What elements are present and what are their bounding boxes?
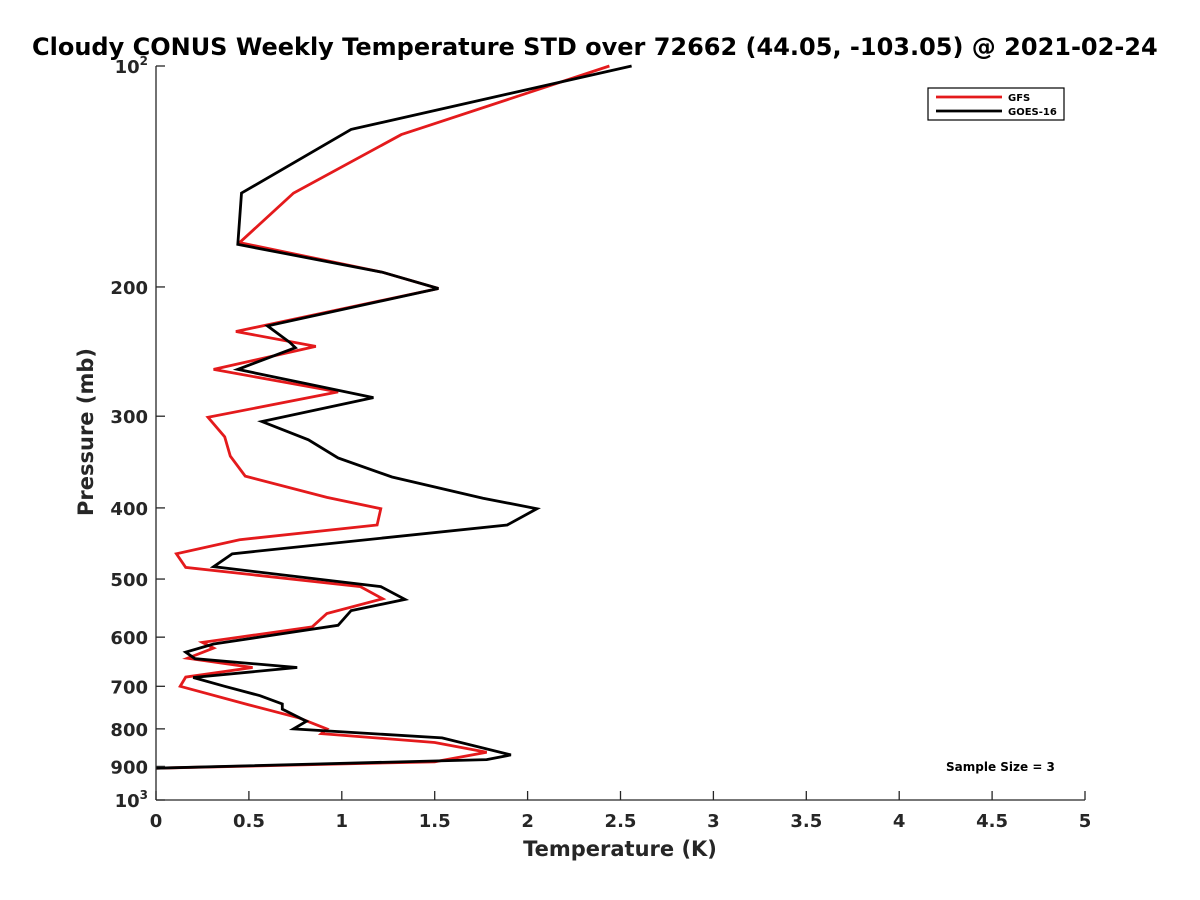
x-tick-label: 5 (1079, 811, 1092, 832)
x-tick-label: 3.5 (790, 811, 822, 832)
x-tick-label: 4 (893, 811, 906, 832)
y-tick-label: 400 (110, 499, 148, 520)
sample-size-annotation: Sample Size = 3 (946, 760, 1055, 774)
axes-layer: 0 0.5 1 1.5 2 2.5 3 3.5 4 4.5 5 102 200 300 400 500 600 7… (110, 54, 1091, 832)
x-tick-label: 3 (707, 811, 720, 832)
y-tick-label: 102 (115, 54, 148, 78)
y-tick-label: 103 (115, 788, 148, 812)
y-tick-label: 500 (110, 570, 148, 591)
y-tick-label: 900 (110, 757, 148, 778)
y-tick-label: 600 (110, 628, 148, 649)
x-axis-label: Temperature (K) (523, 837, 717, 861)
y-tick-label: 200 (110, 278, 148, 299)
x-tick-label: 4.5 (976, 811, 1008, 832)
y-tick-label: 300 (110, 407, 148, 428)
y-tick-label: 800 (110, 720, 148, 741)
chart-title: Cloudy CONUS Weekly Temperature STD over… (32, 33, 1158, 61)
x-tick-label: 0 (150, 811, 163, 832)
legend-label-gfs: GFS (1008, 93, 1030, 104)
legend: GFS GOES-16 (927, 87, 1065, 121)
x-tick-label: 0.5 (233, 811, 265, 832)
x-tick-label: 1 (336, 811, 349, 832)
x-tick-label: 2 (521, 811, 534, 832)
series-line-gfs (155, 64, 610, 770)
y-axis-label: Pressure (mb) (74, 348, 98, 516)
legend-box (927, 87, 1065, 121)
x-tick-label: 2.5 (605, 811, 637, 832)
legend-label-goes-16: GOES-16 (1008, 107, 1057, 118)
series-layer (155, 64, 632, 770)
y-tick-label: 700 (110, 677, 148, 698)
x-tick-label: 1.5 (419, 811, 451, 832)
series-line-goes-16 (155, 64, 632, 770)
